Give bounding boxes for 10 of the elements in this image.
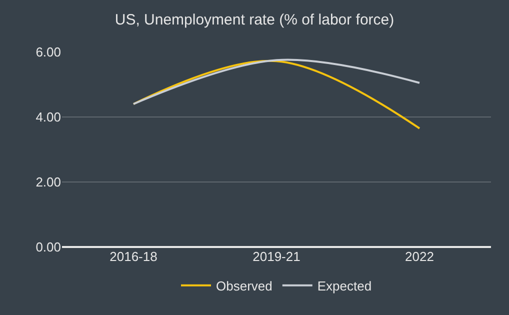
- legend-label: Observed: [216, 278, 272, 294]
- x-tick-label: 2019-21: [252, 249, 300, 264]
- chart-title: US, Unemployment rate (% of labor force): [114, 12, 394, 29]
- y-tick-label: 4.00: [36, 110, 61, 125]
- y-tick-label: 2.00: [36, 174, 61, 190]
- legend-label: Expected: [317, 278, 372, 294]
- x-tick-label: 2022: [405, 249, 434, 264]
- y-tick-label: 0.00: [36, 240, 61, 255]
- y-tick-label: 6.00: [36, 44, 61, 60]
- x-tick-label: 2016-18: [110, 249, 158, 264]
